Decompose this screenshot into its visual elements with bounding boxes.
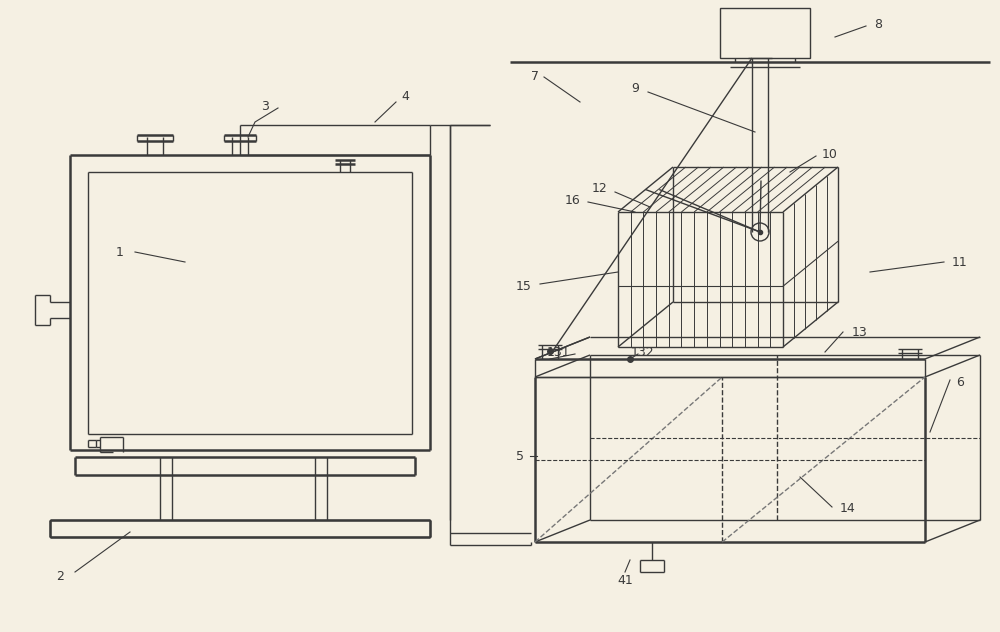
Text: 9: 9 — [631, 83, 639, 95]
Text: 15: 15 — [516, 281, 532, 293]
Text: 14: 14 — [840, 502, 856, 516]
Text: 1: 1 — [116, 245, 124, 258]
Text: 5: 5 — [516, 451, 524, 463]
Text: 3: 3 — [261, 100, 269, 114]
Text: 6: 6 — [956, 375, 964, 389]
Text: 132: 132 — [630, 346, 654, 358]
Text: 4: 4 — [401, 90, 409, 104]
Bar — [50, 520, 430, 537]
Text: 8: 8 — [874, 18, 882, 30]
Text: 16: 16 — [565, 193, 581, 207]
Bar — [720, 8, 810, 58]
Text: 131: 131 — [546, 346, 570, 358]
Text: 41: 41 — [617, 573, 633, 586]
Text: 2: 2 — [56, 571, 64, 583]
Text: 12: 12 — [592, 183, 608, 195]
Text: 13: 13 — [852, 325, 868, 339]
Text: 11: 11 — [952, 255, 968, 269]
Text: 10: 10 — [822, 147, 838, 161]
Text: 7: 7 — [531, 71, 539, 83]
